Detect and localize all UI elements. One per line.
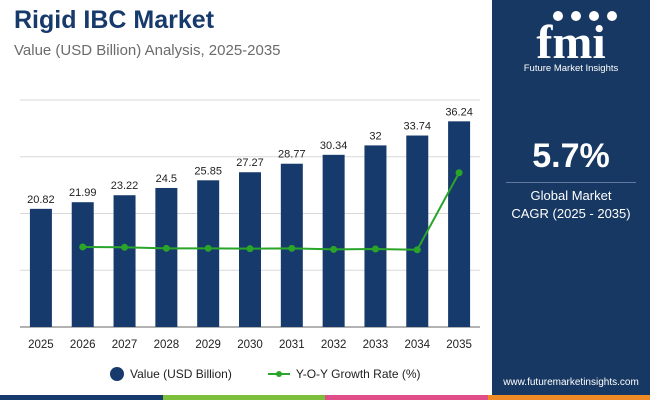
website-link[interactable]: www.futuremarketinsights.com: [503, 377, 639, 388]
bottom-strip-segment-3: [487, 395, 650, 400]
legend-bar-label: Value (USD Billion): [130, 367, 232, 381]
chart-title: Rigid IBC Market: [14, 6, 215, 34]
legend-line-label: Y-O-Y Growth Rate (%): [295, 367, 421, 381]
bar-label-2029: 25.85: [194, 165, 222, 177]
logo-globe-icon: [553, 11, 563, 21]
bottom-strip-segment-2: [325, 395, 488, 400]
bar-2029: [197, 180, 220, 327]
legend: Value (USD Billion) Y-O-Y Growth Rate (%…: [110, 367, 421, 381]
x-tick-2035: 2035: [446, 339, 472, 351]
bar-label-2035: 36.24: [445, 106, 473, 118]
bar-2035: [448, 121, 471, 327]
bar-labels: 20.82 21.99 23.22 24.5 25.85 27.27 28.77 30.34 3…: [27, 106, 473, 206]
growth-point-2026: [79, 243, 87, 251]
bar-label-2032: 30.34: [320, 140, 348, 152]
x-tick-2032: 2032: [321, 339, 347, 351]
x-tick-2031: 2031: [279, 339, 305, 351]
x-tick-2026: 2026: [70, 339, 96, 351]
x-tick-2028: 2028: [154, 339, 180, 351]
growth-point-2032: [330, 245, 338, 253]
bar-2027: [113, 195, 136, 327]
growth-point-2028: [162, 244, 170, 252]
bars: [29, 121, 471, 327]
growth-point-2033: [371, 245, 379, 253]
bar-label-2025: 20.82: [27, 194, 55, 206]
growth-point-2030: [246, 245, 254, 253]
bar-2028: [155, 187, 178, 327]
chart-subtitle: Value (USD Billion) Analysis, 2025-2035: [14, 42, 281, 59]
growth-point-2027: [121, 243, 129, 251]
bar-label-2027: 23.22: [111, 180, 139, 192]
bar-label-2026: 21.99: [69, 187, 97, 199]
growth-point-2034: [413, 246, 421, 254]
legend-bar-swatch: [110, 367, 124, 381]
cagr-divider: [506, 182, 636, 183]
chart: 20.82 21.99 23.22 24.5 25.85 27.27 28.77 30.34 3…: [20, 99, 480, 351]
bottom-strip-segment-1: [162, 395, 325, 400]
logo-text: fmi: [536, 16, 605, 69]
logo-people-icon: [607, 11, 617, 21]
sidebar-panel: fmi Future Market Insights 5.7% Global M…: [492, 0, 650, 400]
x-tick-2029: 2029: [195, 339, 221, 351]
bar-label-2028: 24.5: [156, 173, 177, 185]
cagr-value: 5.7%: [532, 137, 610, 175]
growth-line-path: [82, 172, 460, 251]
bar-2034: [406, 135, 429, 327]
x-tick-2025: 2025: [28, 339, 54, 351]
growth-point-2029: [204, 244, 212, 252]
logo-chart-icon: [571, 11, 581, 21]
bar-label-2030: 27.27: [236, 157, 264, 169]
x-tick-2033: 2033: [363, 339, 389, 351]
bar-label-2031: 28.77: [278, 149, 306, 161]
bar-2033: [364, 145, 387, 327]
logo-tagline: Future Market Insights: [524, 63, 619, 74]
cagr-label-1: Global Market: [530, 188, 612, 203]
bar-label-2033: 32: [369, 130, 381, 142]
legend-line-swatch: [267, 371, 290, 377]
bar-2032: [322, 154, 345, 327]
growth-point-2035: [455, 169, 463, 177]
logo-gear-icon: [589, 11, 599, 21]
x-tick-2030: 2030: [237, 339, 263, 351]
growth-line: [79, 169, 463, 254]
x-tick-2034: 2034: [404, 339, 430, 351]
bar-2025: [29, 208, 52, 327]
bar-2026: [71, 202, 94, 327]
growth-point-2031: [288, 244, 296, 252]
bar-label-2034: 33.74: [404, 121, 432, 133]
bottom-strip-segment-0: [0, 395, 163, 400]
fmi-logo: fmi Future Market Insights: [524, 11, 619, 74]
x-axis: 2025 2026 2027 2028 2029 2030 2031 2032 2033 2034…: [28, 339, 472, 351]
x-tick-2027: 2027: [112, 339, 138, 351]
cagr-label-2: CAGR (2025 - 2035): [511, 206, 631, 221]
